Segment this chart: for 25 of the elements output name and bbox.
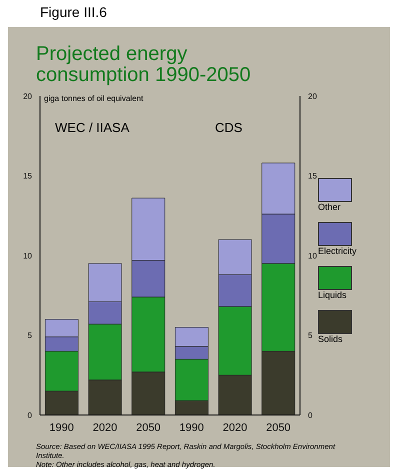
x-tick-label: 2050	[136, 422, 161, 434]
y-tick-label: 0	[28, 410, 33, 420]
y2-tick-label: 5	[308, 331, 313, 340]
y2-tick-label: 10	[308, 251, 318, 260]
y-tick-label: 5	[28, 331, 33, 340]
text: Figure III.6	[40, 4, 107, 20]
y2-tick-label: 20	[308, 92, 318, 101]
x-tick-label: 2050	[266, 422, 291, 434]
annotation: CDS	[215, 120, 242, 135]
y2-tick-label: 15	[308, 172, 318, 181]
x-tick-label: 2020	[222, 422, 248, 434]
text: Liquids	[318, 290, 348, 300]
y-tick-label: 20	[23, 92, 33, 101]
x-tick-label: 2020	[92, 422, 118, 434]
y-axis-title: giga tonnes of oil equivalent	[44, 94, 144, 103]
y-tick-label: 10	[23, 251, 33, 260]
x-tick-label: 1990	[179, 422, 204, 434]
text: Other	[318, 202, 342, 212]
text: Electricity	[318, 246, 357, 256]
x-tick-label: 1990	[49, 422, 74, 434]
y2-tick-label: 0	[308, 410, 313, 420]
chart-title: Projected energy consumption 1990-2050	[36, 43, 252, 86]
annotation: WEC / IIASA	[55, 120, 130, 135]
text: Solids	[318, 334, 344, 344]
y-tick-label: 15	[23, 172, 33, 181]
